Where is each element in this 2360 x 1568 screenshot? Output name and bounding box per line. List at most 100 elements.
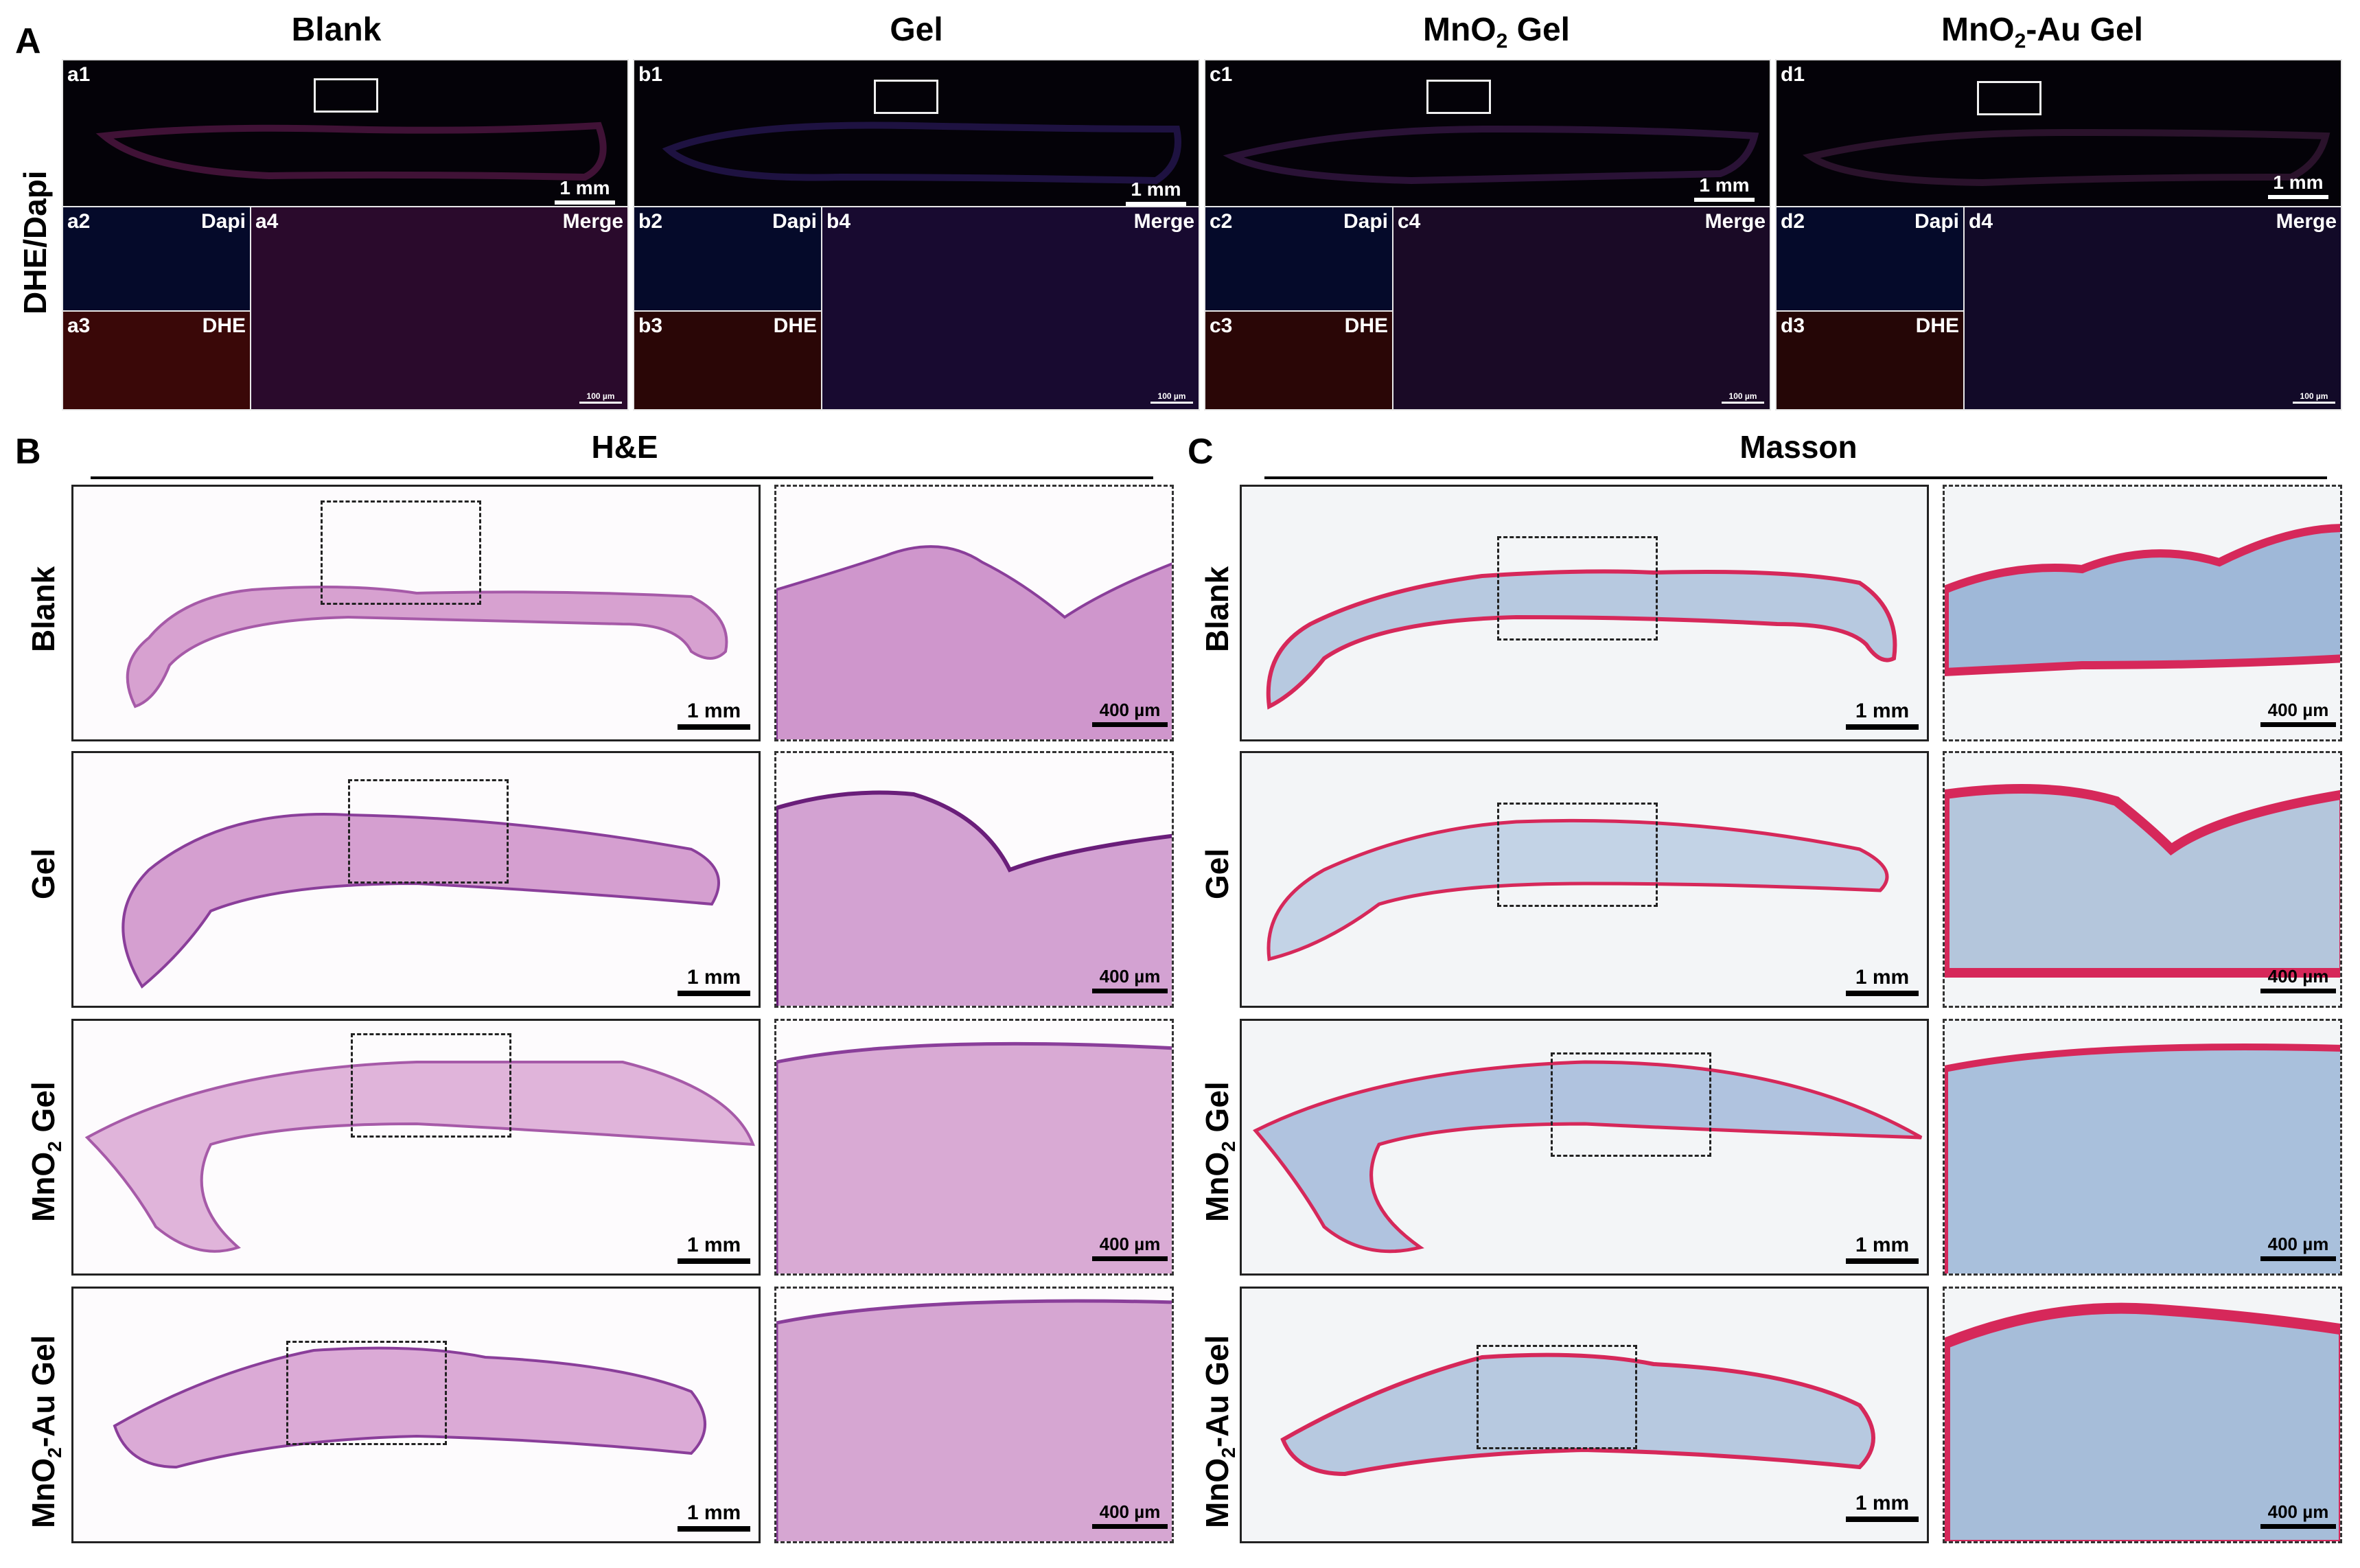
scale-bar-c1: 1 mm: [1694, 174, 1755, 202]
scale-bar-masson-mno2-gel-detail: 400 µm: [2260, 1234, 2336, 1261]
panel-c-header-rule: [1264, 476, 2327, 479]
panel-b-header: H&E: [591, 429, 658, 465]
tile-label-b1: b1: [638, 63, 663, 86]
roi-box-masson-mno2-au-gel: [1477, 1345, 1637, 1449]
roi-box-masson-mno2-gel: [1551, 1052, 1711, 1157]
masson-overview-mno2-gel: 1 mm: [1240, 1019, 1929, 1276]
row-label-masson-mno2-au-gel: MnO2-Au Gel: [1199, 1335, 1240, 1528]
roi-box-he-blank: [321, 500, 481, 605]
tile-label-a1: a1: [67, 63, 91, 86]
fluor-overview-b1: b1 1 mm: [633, 59, 1200, 207]
fluor-dhe-c3: c3 DHE: [1204, 310, 1393, 411]
row-label-masson-blank: Blank: [1199, 566, 1235, 652]
roi-box-d1: [1977, 81, 2041, 115]
masson-detail-blank: 400 µm: [1943, 485, 2342, 741]
tile-label-a2: a2: [67, 210, 91, 233]
fluor-dhe-d3: d3 DHE: [1775, 310, 1965, 411]
channel-label-dapi: Dapi: [200, 210, 246, 233]
he-detail-mno2-au-gel: 400 µm: [774, 1287, 1174, 1543]
masson-detail-mno2-gel: 400 µm: [1943, 1019, 2342, 1276]
scale-bar-masson-mno2-au-gel: 1 mm: [1846, 1492, 1919, 1522]
fluor-overview-a1: a1 1 mm: [62, 59, 629, 207]
channel-label-dhe: DHE: [773, 314, 817, 337]
fluor-dapi-d2: d2 Dapi: [1775, 206, 1965, 312]
channel-label-dapi: Dapi: [772, 210, 817, 233]
channel-label-dhe: DHE: [202, 314, 246, 337]
roi-box-masson-gel: [1497, 803, 1658, 907]
panel-c-header: Masson: [1739, 429, 1858, 465]
tile-label-c1: c1: [1210, 63, 1233, 86]
he-overview-mno2-au-gel: 1 mm: [71, 1287, 761, 1543]
tile-label-d4: d4: [1969, 210, 1993, 233]
fluor-dhe-a3: a3 DHE: [62, 310, 251, 411]
scale-bar-masson-mno2-gel: 1 mm: [1846, 1234, 1919, 1264]
roi-box-a1: [314, 78, 378, 113]
scale-bar-he-mno2-gel-detail: 400 µm: [1092, 1234, 1168, 1261]
tile-label-d2: d2: [1781, 210, 1805, 233]
row-label-he-gel: Gel: [25, 848, 61, 899]
channel-label-dapi: Dapi: [1343, 210, 1388, 233]
col-title-blank: Blank: [291, 12, 382, 48]
scale-bar-b4: 100 µm: [1150, 391, 1193, 404]
channel-label-merge: Merge: [2276, 210, 2337, 233]
channel-label-dapi: Dapi: [1914, 210, 1959, 233]
roi-box-he-gel: [348, 779, 509, 884]
scale-bar-he-blank: 1 mm: [678, 700, 750, 730]
fluor-merge-d4: d4 Merge 100 µm: [1963, 206, 2342, 411]
scale-bar-he-gel-detail: 400 µm: [1092, 966, 1168, 993]
panel-letter-c: C: [1188, 432, 1214, 472]
tile-label-a4: a4: [255, 210, 279, 233]
scale-bar-he-mno2-au-gel-detail: 400 µm: [1092, 1501, 1168, 1529]
row-label-masson-mno2-gel: MnO2 Gel: [1199, 1081, 1240, 1222]
masson-detail-mno2-au-gel: 400 µm: [1943, 1287, 2342, 1543]
scale-bar-masson-gel: 1 mm: [1846, 966, 1919, 996]
channel-label-dhe: DHE: [1344, 314, 1388, 337]
tile-label-b4: b4: [826, 210, 851, 233]
panel-letter-a: A: [15, 21, 41, 61]
row-label-he-mno2-gel: MnO2 Gel: [25, 1081, 66, 1222]
row-label-masson-gel: Gel: [1199, 848, 1235, 899]
masson-overview-blank: 1 mm: [1240, 485, 1929, 741]
tile-label-c3: c3: [1210, 314, 1233, 337]
he-overview-blank: 1 mm: [71, 485, 761, 741]
he-overview-gel: 1 mm: [71, 751, 761, 1008]
fluor-dapi-c2: c2 Dapi: [1204, 206, 1393, 312]
roi-box-b1: [874, 80, 938, 114]
fluor-merge-c4: c4 Merge 100 µm: [1392, 206, 1771, 411]
scale-bar-masson-gel-detail: 400 µm: [2260, 966, 2336, 993]
scale-bar-masson-blank-detail: 400 µm: [2260, 700, 2336, 727]
masson-overview-mno2-au-gel: 1 mm: [1240, 1287, 1929, 1543]
fluor-overview-d1: d1 1 mm: [1775, 59, 2342, 207]
scale-bar-he-mno2-gel: 1 mm: [678, 1234, 750, 1264]
fluor-merge-b4: b4 Merge 100 µm: [821, 206, 1200, 411]
scale-bar-he-blank-detail: 400 µm: [1092, 700, 1168, 727]
tile-label-c2: c2: [1210, 210, 1233, 233]
row-label-he-mno2-au-gel: MnO2-Au Gel: [25, 1335, 66, 1528]
roi-box-c1: [1426, 80, 1491, 114]
masson-detail-gel: 400 µm: [1943, 751, 2342, 1008]
he-detail-mno2-gel: 400 µm: [774, 1019, 1174, 1276]
fluor-merge-a4: a4 Merge 100 µm: [250, 206, 629, 411]
tile-label-d3: d3: [1781, 314, 1805, 337]
tile-label-c4: c4: [1398, 210, 1421, 233]
fluor-dhe-b3: b3 DHE: [633, 310, 822, 411]
scale-bar-he-mno2-au-gel: 1 mm: [678, 1501, 750, 1532]
col-title-gel: Gel: [890, 12, 943, 48]
scale-bar-d4: 100 µm: [2293, 391, 2335, 404]
scale-bar-d1: 1 mm: [2268, 172, 2328, 199]
he-detail-gel: 400 µm: [774, 751, 1174, 1008]
col-title-mno2-au-gel: MnO2-Au Gel: [1941, 12, 2143, 53]
tile-label-b2: b2: [638, 210, 663, 233]
masson-overview-gel: 1 mm: [1240, 751, 1929, 1008]
scale-bar-c4: 100 µm: [1722, 391, 1764, 404]
tile-label-a3: a3: [67, 314, 91, 337]
fluor-overview-c1: c1 1 mm: [1204, 59, 1771, 207]
fluor-dapi-a2: a2 Dapi: [62, 206, 251, 312]
scale-bar-masson-mno2-au-gel-detail: 400 µm: [2260, 1501, 2336, 1529]
channel-label-merge: Merge: [1704, 210, 1766, 233]
channel-label-merge: Merge: [1133, 210, 1194, 233]
panel-b-header-rule: [91, 476, 1153, 479]
channel-label-merge: Merge: [562, 210, 623, 233]
row-label-he-blank: Blank: [25, 566, 61, 652]
col-title-mno2-gel: MnO2 Gel: [1422, 12, 1571, 53]
